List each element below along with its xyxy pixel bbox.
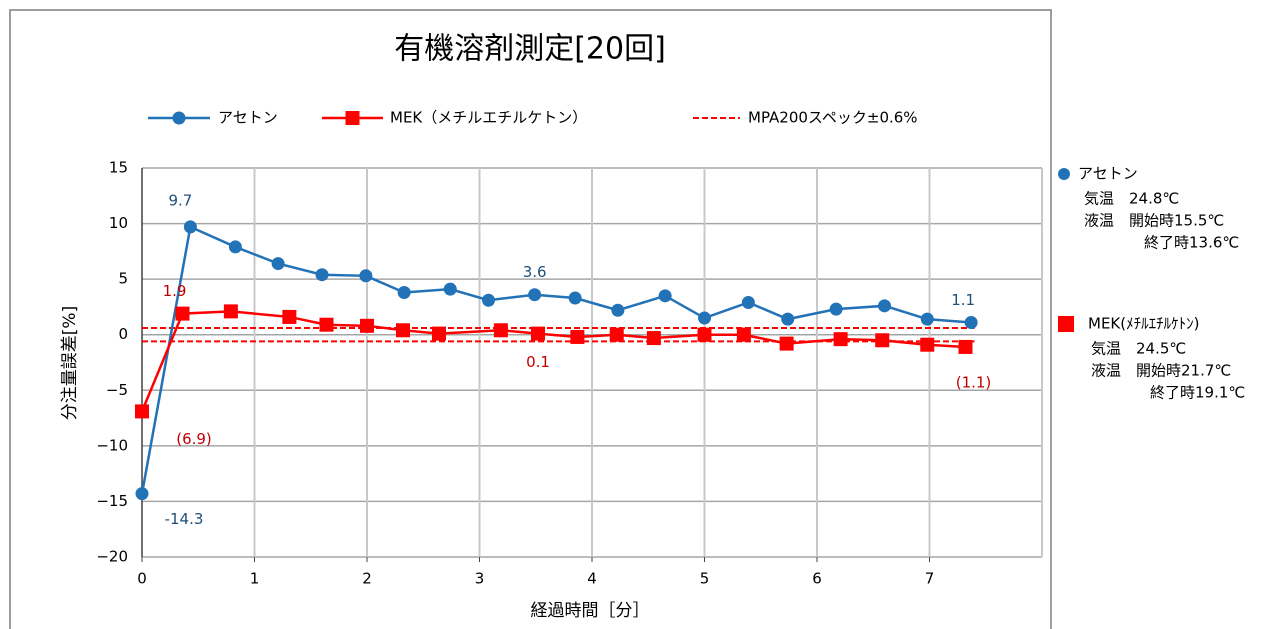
x-tick-label: 5	[700, 570, 710, 588]
note-line: 気温 24.5℃	[1091, 340, 1186, 358]
x-tick-label: 4	[587, 570, 597, 588]
data-point	[964, 315, 978, 329]
data-point	[359, 269, 373, 283]
data-point	[833, 332, 848, 347]
note-line: 液温 開始時15.5℃	[1084, 212, 1224, 230]
data-label: (1.1)	[956, 373, 992, 391]
data-label: (6.9)	[176, 430, 212, 448]
data-point	[646, 331, 661, 346]
x-tick-label: 3	[475, 570, 485, 588]
note-marker	[1058, 168, 1070, 180]
y-tick-label: 0	[118, 325, 128, 343]
data-point	[528, 288, 542, 302]
data-point	[228, 240, 242, 254]
data-point	[271, 257, 285, 271]
legend-marker	[345, 111, 360, 125]
data-point	[779, 336, 794, 351]
data-point	[781, 312, 795, 326]
x-axis-label: 経過時間［分］	[531, 601, 650, 621]
x-tick-label: 2	[362, 570, 372, 588]
data-point	[609, 327, 624, 342]
data-point	[443, 282, 457, 296]
legend-label: アセトン	[218, 109, 278, 127]
note-line: 終了時19.1℃	[1150, 384, 1245, 402]
data-point	[360, 318, 374, 333]
legend-label: MEK（メチルエチルケトン）	[390, 109, 587, 127]
data-label: 1.9	[163, 282, 187, 300]
data-point	[135, 487, 149, 501]
data-point	[396, 323, 410, 338]
data-point	[611, 303, 625, 317]
data-point	[829, 302, 843, 316]
note-marker	[1058, 316, 1074, 332]
note-line: 液温 開始時21.7℃	[1091, 362, 1231, 380]
x-tick-label: 7	[925, 570, 935, 588]
data-point	[315, 268, 329, 282]
data-point	[570, 329, 585, 344]
y-tick-label: −15	[96, 492, 128, 510]
y-tick-label: −20	[96, 548, 128, 566]
data-label: 1.1	[951, 291, 975, 309]
data-point	[697, 327, 712, 342]
x-tick-label: 1	[250, 570, 260, 588]
data-point	[875, 333, 890, 348]
data-label: 9.7	[168, 191, 192, 209]
data-label: 0.1	[526, 353, 550, 371]
data-point	[741, 295, 755, 309]
data-point	[736, 327, 751, 342]
y-tick-label: −5	[106, 381, 128, 399]
legend-marker	[172, 111, 186, 125]
data-point	[920, 337, 935, 352]
data-point	[568, 291, 582, 305]
data-point	[531, 326, 545, 341]
x-tick-label: 0	[137, 570, 147, 588]
data-point	[658, 289, 672, 303]
x-tick-label: 6	[812, 570, 822, 588]
data-point	[223, 304, 238, 319]
data-label: -14.3	[165, 510, 204, 528]
legend-label: MPA200スペック±0.6%	[748, 109, 918, 127]
data-point	[135, 404, 149, 419]
data-point	[175, 306, 190, 321]
note-line: 終了時13.6℃	[1144, 234, 1239, 252]
note-name: アセトン	[1078, 165, 1138, 183]
data-point	[397, 285, 411, 299]
series-line	[140, 225, 972, 494]
data-point	[319, 317, 334, 332]
data-point	[878, 299, 891, 313]
chart-title: 有機溶剤測定[20回]	[394, 32, 666, 67]
data-point	[432, 326, 446, 341]
y-tick-label: 5	[118, 270, 128, 288]
data-point	[958, 339, 973, 354]
y-tick-label: −10	[96, 436, 128, 454]
note-line: 気温 24.8℃	[1084, 190, 1179, 208]
data-point	[493, 323, 508, 338]
chart-frame	[9, 9, 1052, 629]
data-label: 3.6	[523, 263, 547, 281]
data-point	[183, 220, 197, 234]
note-name: MEK(ﾒﾁﾙｴﾁﾙｹﾄﾝ)	[1088, 315, 1199, 333]
y-tick-label: 15	[109, 159, 128, 177]
data-point	[482, 293, 495, 307]
data-point	[282, 309, 297, 324]
data-point	[698, 311, 711, 325]
data-point	[920, 312, 934, 326]
y-axis-label: 分注量誤差[%]	[60, 306, 80, 420]
y-tick-label: 10	[109, 214, 128, 232]
